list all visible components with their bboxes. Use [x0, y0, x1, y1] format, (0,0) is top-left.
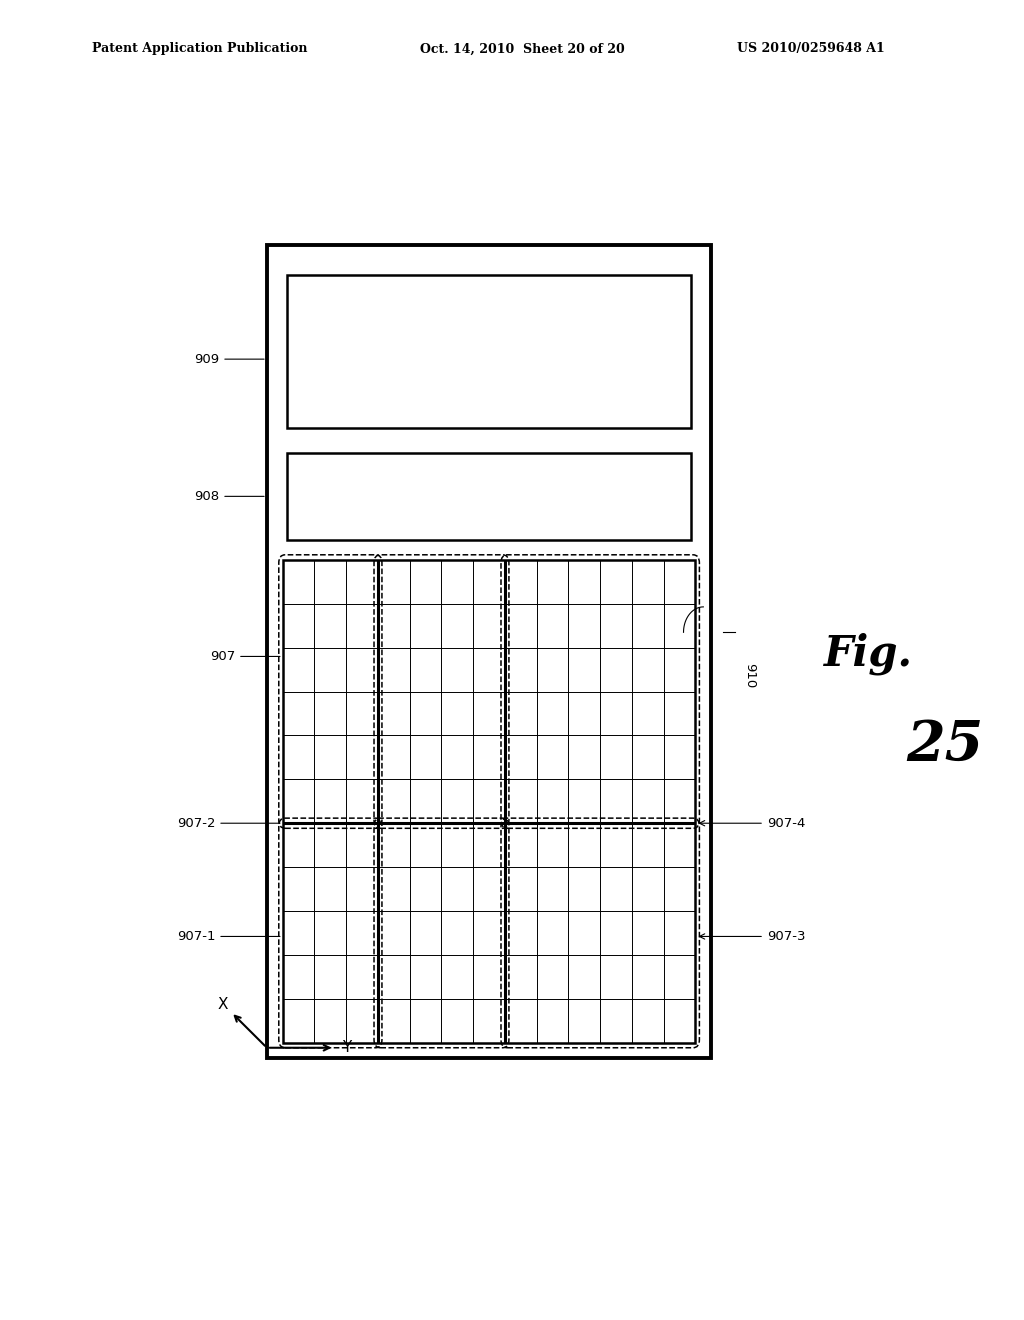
- Text: 907: 907: [210, 649, 280, 663]
- Text: US 2010/0259648 A1: US 2010/0259648 A1: [737, 42, 885, 55]
- Bar: [287, 276, 691, 428]
- Text: X: X: [218, 997, 228, 1011]
- Text: 908: 908: [195, 490, 264, 503]
- Bar: [283, 560, 695, 1043]
- Text: Fig.: Fig.: [824, 632, 913, 675]
- Text: 910: 910: [743, 663, 756, 688]
- Text: 907-2: 907-2: [177, 817, 280, 830]
- Bar: [287, 453, 691, 540]
- Bar: [267, 244, 712, 1057]
- Text: 907-1: 907-1: [177, 931, 280, 942]
- Text: 25: 25: [906, 718, 983, 774]
- Text: 907-3: 907-3: [699, 931, 805, 942]
- Text: Patent Application Publication: Patent Application Publication: [92, 42, 307, 55]
- Text: 909: 909: [195, 352, 264, 366]
- Text: Y: Y: [342, 1040, 351, 1055]
- Text: 907-4: 907-4: [699, 817, 805, 830]
- Text: Oct. 14, 2010  Sheet 20 of 20: Oct. 14, 2010 Sheet 20 of 20: [420, 42, 625, 55]
